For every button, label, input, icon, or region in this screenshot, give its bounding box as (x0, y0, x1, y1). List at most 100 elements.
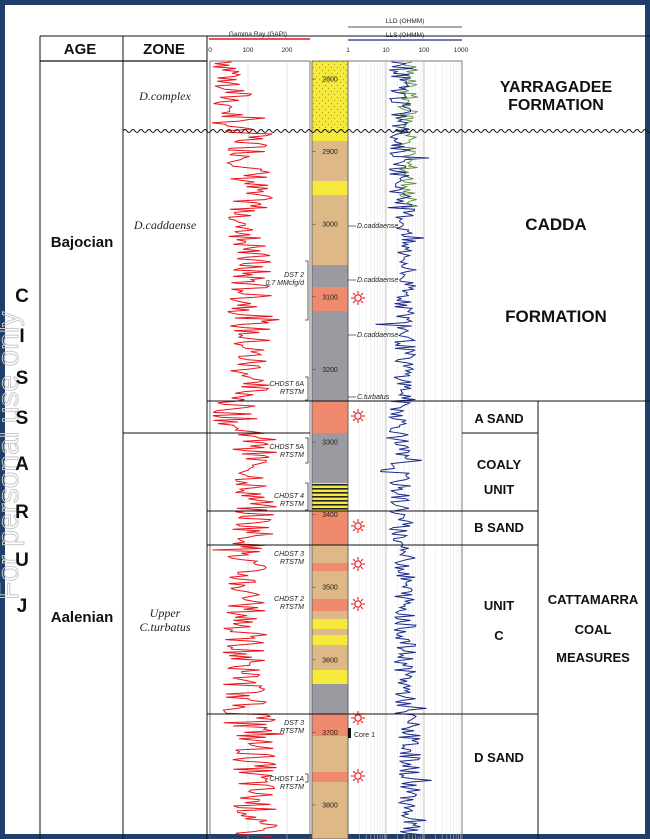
depth-label-3100: 3100 (322, 294, 338, 301)
test-chdst5a-l1: CHDST 5A (269, 444, 304, 451)
resistivity-grid (347, 61, 463, 839)
depth-label-3800: 3800 (322, 803, 338, 810)
biostrat-picks: D.caddaense D.caddaense D.caddaense C.tu… (348, 223, 398, 401)
depth-labels: 2800 2900 3000 3100 3200 3300 3400 3500 3600 3700… (312, 77, 338, 810)
litho-coal-seams (312, 483, 348, 511)
litho-d-sand (312, 714, 348, 736)
gas-show-icon (351, 597, 365, 611)
cadda-line1: CADDA (525, 215, 586, 234)
depth-label-2900: 2900 (322, 149, 338, 156)
d-sand-label: D SAND (474, 750, 524, 765)
zone-header: ZONE (143, 41, 185, 58)
res-tick-1000: 1000 (454, 47, 469, 54)
depth-label-3600: 3600 (322, 657, 338, 664)
litho-gas-sand-4 (312, 772, 348, 782)
depth-label-3000: 3000 (322, 222, 338, 229)
test-chdst4-l2: RTSTM (280, 501, 304, 508)
test-chdst2-l2: RTSTM (280, 604, 304, 611)
depth-label-3400: 3400 (322, 512, 338, 519)
litho-sand-3 (312, 181, 348, 195)
gas-show-icon (351, 557, 365, 571)
depth-label-3200: 3200 (322, 367, 338, 374)
formation-labels: YARRAGADEE FORMATION CADDA FORMATION A S… (474, 79, 639, 765)
cattamarra-line1: CATTAMARRA (548, 592, 639, 607)
litho-tan-3 (312, 545, 348, 563)
pick-c-turbatus: C.turbatus (357, 394, 390, 401)
litho-coaly-shale (312, 433, 348, 483)
core-marker (348, 728, 351, 738)
test-dst2-l2: 0.7 MMcfg/d (265, 280, 305, 287)
test-chdst5a-l2: RTSTM (280, 452, 304, 459)
period-letter-r: R (15, 502, 29, 523)
age-bajocian: Bajocian (51, 234, 114, 251)
unit-c-line1: UNIT (484, 598, 514, 613)
gas-show-icon (351, 409, 365, 423)
lithology-column (311, 60, 349, 839)
test-chdst2-l1: CHDST 2 (274, 596, 304, 603)
period-letter-a: A (15, 454, 29, 475)
litho-shale-3 (312, 684, 348, 714)
litho-shale-1 (312, 265, 348, 287)
gamma-tick-100: 100 (243, 47, 254, 54)
litho-tan-2 (312, 195, 348, 265)
litho-sand-top (312, 61, 348, 133)
test-dst3-l2: RTSTM (280, 728, 304, 735)
litho-tan-9 (312, 782, 348, 839)
zone-d-caddaense: D.caddaense (133, 218, 197, 232)
period-letter-s1: S (16, 408, 29, 429)
b-sand-label: B SAND (474, 520, 524, 535)
test-chdst6a-l1: CHDST 6A (269, 381, 304, 388)
depth-label-3300: 3300 (322, 440, 338, 447)
period-letter-u: U (15, 550, 29, 571)
cadda-line2: FORMATION (505, 307, 607, 326)
yarragadee-line1: YARRAGADEE (500, 79, 613, 96)
litho-gas-sand-3 (312, 599, 348, 611)
a-sand-label: A SAND (474, 411, 523, 426)
pick-d-caddaense-1: D.caddaense (357, 223, 398, 230)
gamma-grid (247, 61, 288, 839)
period-letter-i: I (19, 326, 24, 347)
zone-upper: Upper (150, 606, 181, 620)
lls-curve (375, 61, 432, 837)
unit-c-line2: C (494, 628, 504, 643)
period-label: C I S S A R U J (15, 286, 29, 617)
test-chdst4-l1: CHDST 4 (274, 493, 304, 500)
lld-title: LLD (OHMM) (386, 18, 425, 25)
period-letter-j: J (17, 596, 28, 617)
litho-tan-4 (312, 571, 348, 599)
litho-tan-8 (312, 736, 348, 772)
res-tick-1: 1 (346, 47, 350, 54)
test-chdst3-l2: RTSTM (280, 559, 304, 566)
coaly-line2: UNIT (484, 482, 514, 497)
gamma-tick-0: 0 (208, 47, 212, 54)
depth-label-3500: 3500 (322, 585, 338, 592)
gas-show-icon (351, 519, 365, 533)
boundary-lines (123, 400, 650, 839)
litho-sand-6 (312, 670, 348, 684)
litho-sand-4 (312, 619, 348, 629)
depth-label-2800: 2800 (322, 77, 338, 84)
gas-show-icon (351, 769, 365, 783)
res-tick-10: 10 (382, 47, 390, 54)
litho-b-sand (312, 511, 348, 545)
gamma-track (209, 60, 311, 839)
gamma-ray-curve (211, 61, 285, 837)
gas-symbols (351, 291, 365, 783)
yarragadee-line2: FORMATION (508, 97, 604, 114)
zone-d-complex: D.complex (138, 89, 191, 103)
litho-tan-6 (312, 629, 348, 635)
test-chdst6a-l2: RTSTM (280, 389, 304, 396)
gamma-ray-title: Gamma Ray (GAPI) (229, 31, 287, 38)
litho-tan-7 (312, 645, 348, 670)
period-letter-s2: S (16, 368, 29, 389)
unconformity-line (122, 129, 650, 133)
core-label: Core 1 (354, 732, 375, 739)
test-dst2-l1: DST 2 (284, 272, 304, 279)
pick-d-caddaense-2: D.caddaense (357, 277, 398, 284)
lld-curve (396, 61, 419, 210)
watermark: For personal use only (0, 312, 25, 601)
litho-sand-5 (312, 635, 348, 645)
table-header: AGE ZONE Gamma Ray (GAPI) 0 100 200 LLD … (40, 18, 650, 62)
lls-title: LLS (OHMM) (386, 32, 424, 39)
litho-shale-2 (312, 311, 348, 401)
